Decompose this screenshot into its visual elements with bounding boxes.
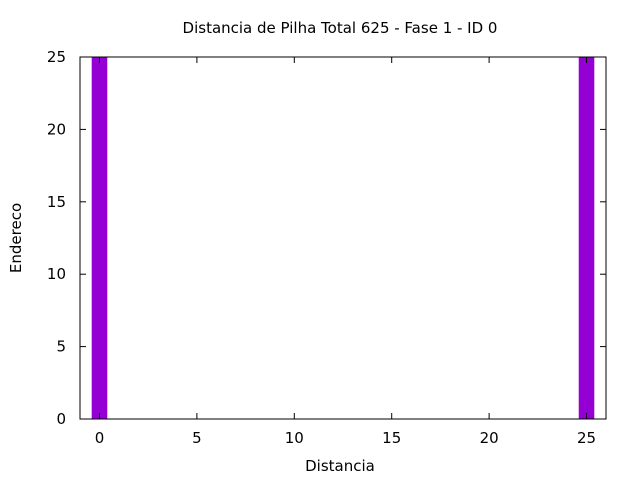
- y-tick-label: 10: [47, 265, 66, 283]
- plot-border: [79, 56, 607, 420]
- y-tick-label: 0: [56, 410, 66, 428]
- x-tick-label: 20: [480, 429, 499, 447]
- y-tick-label: 15: [47, 193, 66, 211]
- x-tick-label: 0: [95, 429, 105, 447]
- x-tick-label: 5: [192, 429, 202, 447]
- y-tick-label: 25: [47, 48, 66, 66]
- x-tick-label: 25: [577, 429, 596, 447]
- x-tick-label: 15: [382, 429, 401, 447]
- y-tick-label: 5: [56, 338, 66, 356]
- bar-25: [578, 57, 595, 419]
- bars: [91, 57, 595, 419]
- x-ticks: 0 5 10 15 20 25: [95, 57, 596, 447]
- x-tick-label: 10: [285, 429, 304, 447]
- bar-0: [91, 57, 108, 419]
- chart-title: Distancia de Pilha Total 625 - Fase 1 - …: [183, 19, 498, 37]
- y-axis-label: Endereco: [7, 203, 25, 273]
- x-axis-label: Distancia: [305, 457, 375, 475]
- y-ticks: 0 5 10 15 20 25: [47, 48, 606, 428]
- y-tick-label: 20: [47, 120, 66, 138]
